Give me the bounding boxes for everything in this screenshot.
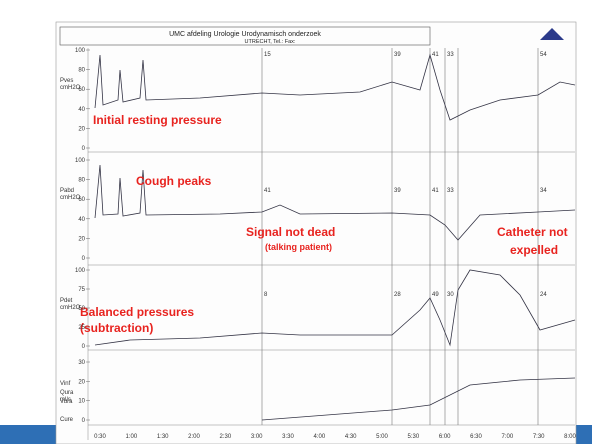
- annotation: Catheter not: [497, 225, 568, 239]
- time-label: 8:00: [564, 434, 576, 440]
- scan: UMC afdeling Urologie Urodynamisch onder…: [0, 0, 592, 444]
- channel-name: Pves: [60, 78, 73, 84]
- marker-value: 34: [540, 188, 547, 194]
- marker-value: 41: [264, 188, 271, 194]
- tick-label: 20: [78, 126, 85, 132]
- time-label: 5:30: [407, 434, 419, 440]
- tick-label: 60: [78, 87, 85, 93]
- marker-value: 39: [394, 52, 401, 58]
- tick-label: 80: [78, 178, 85, 184]
- time-label: 1:00: [125, 434, 137, 440]
- time-label: 7:30: [533, 434, 545, 440]
- tick-label: 75: [78, 287, 85, 293]
- marker-value: 54: [540, 52, 547, 58]
- time-label: 5:00: [376, 434, 388, 440]
- marker-value: 15: [264, 52, 271, 58]
- tick-label: 50: [78, 306, 85, 312]
- channel-name: Vura: [60, 399, 73, 405]
- annotation: Balanced pressures: [80, 305, 194, 319]
- time-label: 3:30: [282, 434, 294, 440]
- blue-bar: [576, 425, 592, 444]
- channel-name: Pabd: [60, 188, 74, 194]
- marker-value: 30: [447, 292, 454, 298]
- marker-value: 33: [447, 188, 454, 194]
- header-subtitle: UTRECHT, Tel.: Fax:: [245, 39, 296, 45]
- tick-label: 20: [78, 236, 85, 242]
- blue-bar: [0, 425, 56, 444]
- marker-value: 49: [432, 292, 439, 298]
- time-label: 4:30: [345, 434, 357, 440]
- marker-value: 28: [394, 292, 401, 298]
- tick-label: 20: [78, 379, 85, 385]
- tick-label: 80: [78, 68, 85, 74]
- marker-value: 41: [432, 188, 439, 194]
- time-label: 4:00: [313, 434, 325, 440]
- time-label: 6:00: [439, 434, 451, 440]
- tick-label: 100: [75, 158, 86, 164]
- marker-value: 41: [432, 52, 439, 58]
- annotation: Signal not dead: [246, 225, 335, 239]
- annotation: (talking patient): [265, 242, 332, 252]
- channel-name: Qura: [60, 390, 74, 396]
- channel-name: Vinf: [60, 381, 71, 387]
- time-label: 7:00: [501, 434, 513, 440]
- annotation: expelled: [510, 243, 558, 257]
- time-label: 6:30: [470, 434, 482, 440]
- tick-label: 30: [78, 360, 85, 366]
- tick-label: 100: [75, 48, 86, 54]
- tick-label: 25: [78, 325, 85, 331]
- marker-value: 24: [540, 292, 547, 298]
- channel-name: Pdet: [60, 298, 73, 304]
- time-label: 2:30: [219, 434, 231, 440]
- tick-label: 10: [78, 399, 85, 405]
- annotation: (subtraction): [80, 321, 153, 335]
- annotation: Cough peaks: [136, 174, 212, 188]
- time-label: 3:00: [251, 434, 263, 440]
- marker-value: 39: [394, 188, 401, 194]
- time-label: 0:30: [94, 434, 106, 440]
- header-title: UMC afdeling Urologie Urodynamisch onder…: [169, 31, 321, 38]
- tick-label: 40: [78, 217, 85, 223]
- time-label: 2:00: [188, 434, 200, 440]
- slide: UMC afdeling Urologie Urodynamisch onder…: [0, 0, 592, 444]
- annotation: Initial resting pressure: [93, 113, 222, 127]
- tick-label: 100: [75, 268, 86, 274]
- marker-value: 33: [447, 52, 454, 58]
- time-label: 1:30: [157, 434, 169, 440]
- channel-name: Cure: [60, 417, 74, 423]
- tick-label: 60: [78, 197, 85, 203]
- tick-label: 40: [78, 107, 85, 113]
